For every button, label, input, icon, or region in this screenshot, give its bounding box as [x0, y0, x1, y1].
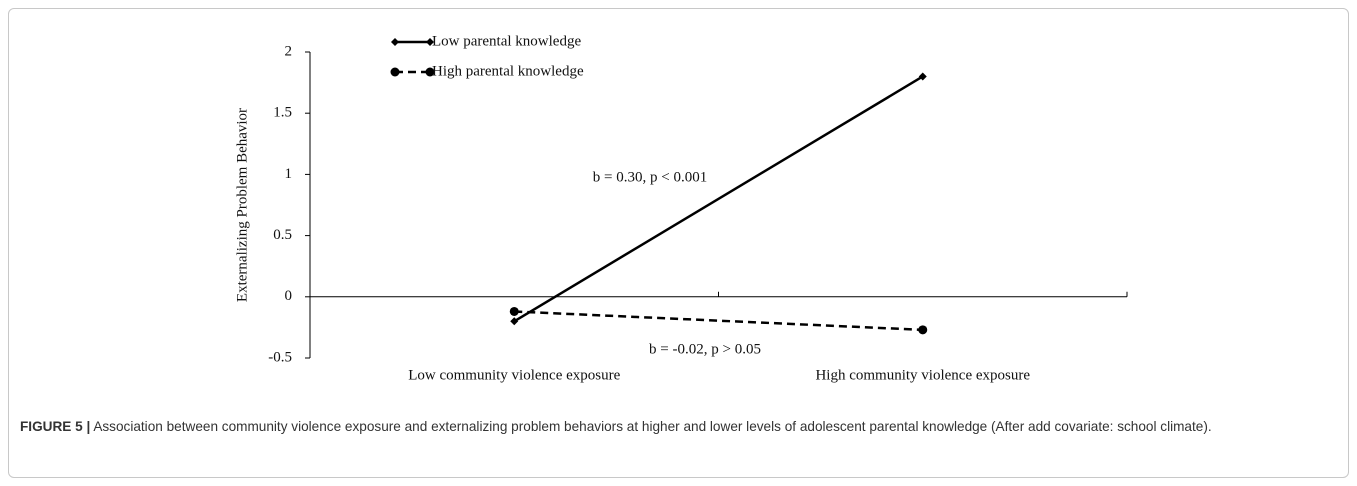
annotation: b = -0.02, p > 0.05: [649, 341, 761, 357]
legend-label: High parental knowledge: [432, 63, 584, 79]
marker: [425, 67, 435, 77]
caption-text: Association between community violence e…: [93, 419, 1212, 434]
marker: [509, 306, 519, 316]
y-tick-label: 1: [285, 166, 293, 182]
marker: [918, 325, 928, 335]
marker: [918, 72, 927, 81]
y-tick-label: 1.5: [273, 105, 292, 121]
x-tick-label: Low community violence exposure: [408, 367, 620, 383]
y-axis-label: Externalizing Problem Behavior: [234, 108, 250, 302]
marker: [391, 38, 399, 46]
y-tick-label: 0: [285, 288, 293, 304]
legend-label: Low parental knowledge: [432, 33, 581, 49]
x-tick-label: High community violence exposure: [815, 367, 1030, 383]
caption-label: FIGURE 5 |: [20, 419, 91, 434]
series-line: [514, 310, 923, 332]
y-tick-label: 0.5: [273, 227, 292, 243]
chart: Externalizing Problem Behavior -0.5 0 0.5 1…: [234, 33, 1128, 383]
marker: [390, 67, 400, 77]
y-tick-label: 2: [285, 43, 293, 59]
marker: [510, 317, 519, 326]
y-tick-label: -0.5: [268, 349, 292, 365]
figure-frame: [8, 8, 1349, 478]
series-line: [513, 75, 924, 323]
caption: FIGURE 5 | Association between community…: [20, 416, 1335, 437]
marker: [426, 38, 434, 46]
annotation: b = 0.30, p < 0.001: [593, 169, 707, 185]
